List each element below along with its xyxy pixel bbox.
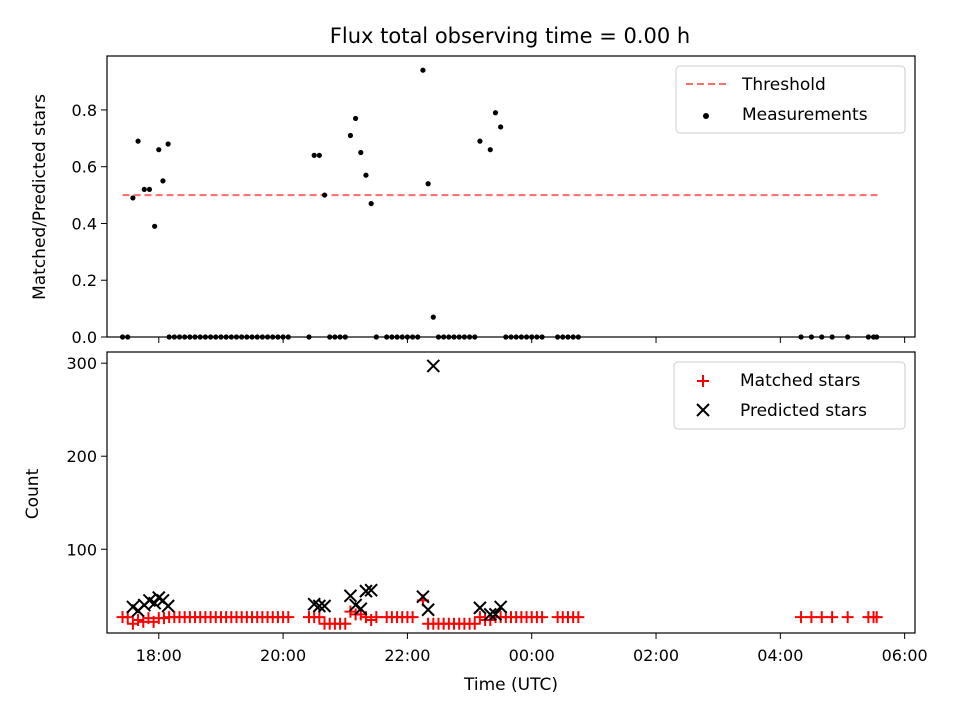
measurement-point — [498, 124, 504, 130]
top-y-tick-label: 0.4 — [72, 214, 97, 233]
measurement-point — [353, 115, 359, 122]
predicted-star-point — [416, 590, 430, 604]
predicted-star-point — [426, 359, 441, 373]
matched-star-point — [870, 611, 883, 624]
x-tick-label: 22:00 — [384, 646, 430, 665]
matched-star-point — [572, 611, 585, 624]
measurement-point — [156, 147, 162, 153]
measurement-point — [135, 138, 141, 144]
bottom-y-axis-ticks: 100 200 300 — [66, 354, 107, 559]
predicted-star-point — [359, 584, 373, 598]
matched-star-point — [365, 613, 378, 626]
measurement-point — [152, 223, 158, 229]
bottom-y-tick-label: 200 — [66, 447, 97, 466]
chart-title: Flux total observing time = 0.00 h — [330, 24, 690, 48]
top-y-tick-label: 0.2 — [72, 271, 97, 290]
measurement-point — [363, 172, 369, 178]
top-y-axis-ticks: 0.0 0.2 0.4 0.6 0.8 — [72, 101, 107, 347]
measurement-point — [347, 132, 354, 139]
legend-threshold-label: Threshold — [741, 75, 826, 95]
measurement-point — [141, 186, 147, 193]
predicted-star-point — [364, 583, 378, 597]
bottom-y-axis-label: Count — [23, 468, 43, 519]
measurement-point — [425, 181, 431, 187]
matched-star-point — [468, 617, 481, 630]
bottom-legend-box — [673, 361, 906, 430]
matched-star-point — [795, 611, 808, 624]
top-y-axis-label: Matched/Predicted stars — [30, 94, 50, 300]
measurement-point — [311, 152, 317, 158]
predicted-star-point — [312, 599, 327, 613]
x-tick-label: 06:00 — [882, 646, 928, 665]
matched-star-point — [339, 617, 352, 630]
bottom-y-tick-label: 300 — [66, 354, 97, 373]
legend-predicted-label: Predicted stars — [740, 401, 867, 421]
matched-star-point — [313, 611, 326, 624]
measurement-point — [321, 192, 328, 198]
matched-star-point — [370, 611, 383, 624]
predicted-star-point — [161, 599, 175, 613]
bottom-panel: 100 200 300 18:00 20:00 22:00 00:00 02:00 04:00… — [23, 351, 928, 695]
measurement-point — [160, 178, 166, 184]
top-y-tick-label: 0.6 — [72, 158, 97, 177]
matched-star-point — [406, 611, 419, 624]
x-axis-label: Time (UTC) — [463, 675, 558, 695]
x-tick-label: 18:00 — [136, 646, 182, 665]
x-tick-label: 02:00 — [633, 646, 679, 665]
top-legend-box — [675, 65, 906, 134]
measurement-point — [146, 186, 153, 193]
x-tick-label: 04:00 — [757, 646, 803, 665]
bottom-x-axis-ticks: 18:00 20:00 22:00 00:00 02:00 04:00 06:00 — [136, 633, 928, 665]
measurement-point — [492, 110, 499, 116]
matched-stars-points — [116, 594, 883, 630]
predicted-star-point — [354, 602, 368, 616]
top-panel: 0.00.20.40.60.8 Matched/Predicted stars … — [30, 55, 916, 347]
matched-star-point — [282, 611, 295, 624]
legend-measurements-label: Measurements — [742, 105, 868, 125]
x-tick-label: 20:00 — [260, 646, 306, 665]
matched-star-point — [826, 611, 839, 624]
predicted-star-point — [493, 600, 508, 614]
measurement-point — [316, 152, 322, 158]
measurement-point — [165, 141, 171, 147]
predicted-star-point — [317, 599, 332, 613]
predicted-stars-points — [126, 359, 508, 622]
legend-predicted-swatch — [696, 403, 710, 417]
predicted-star-point — [488, 607, 503, 622]
top-y-tick-label: 0.0 — [72, 328, 97, 347]
legend-matched-label: Matched stars — [740, 371, 860, 391]
measurement-point — [477, 138, 483, 144]
predicted-star-point — [473, 601, 487, 615]
measurement-point — [487, 147, 493, 153]
matched-star-point — [815, 611, 828, 624]
predicted-star-point — [421, 603, 435, 617]
top-legend: Threshold Measurements — [675, 65, 906, 134]
matched-star-point — [841, 611, 854, 624]
legend-measurements-swatch — [703, 113, 709, 119]
predicted-star-point — [483, 607, 497, 622]
bottom-axes-frame — [106, 351, 916, 634]
legend-matched-swatch — [697, 375, 709, 387]
matched-star-point — [805, 611, 818, 624]
matched-star-point — [132, 613, 145, 626]
measurement-point — [130, 195, 136, 201]
measurement-point — [420, 67, 426, 73]
bottom-y-tick-label: 100 — [66, 540, 97, 559]
top-axes-frame — [106, 55, 916, 338]
x-tick-label: 00:00 — [509, 646, 555, 665]
matched-star-point — [536, 611, 549, 624]
matched-star-point — [473, 611, 486, 624]
measurement-point — [368, 200, 374, 207]
bottom-legend: Matched stars Predicted stars — [673, 361, 906, 430]
predicted-star-point — [147, 596, 162, 610]
predicted-star-point — [343, 589, 358, 603]
measurement-point — [430, 314, 436, 320]
top-y-tick-label: 0.8 — [72, 101, 97, 120]
measurement-point — [358, 149, 364, 156]
